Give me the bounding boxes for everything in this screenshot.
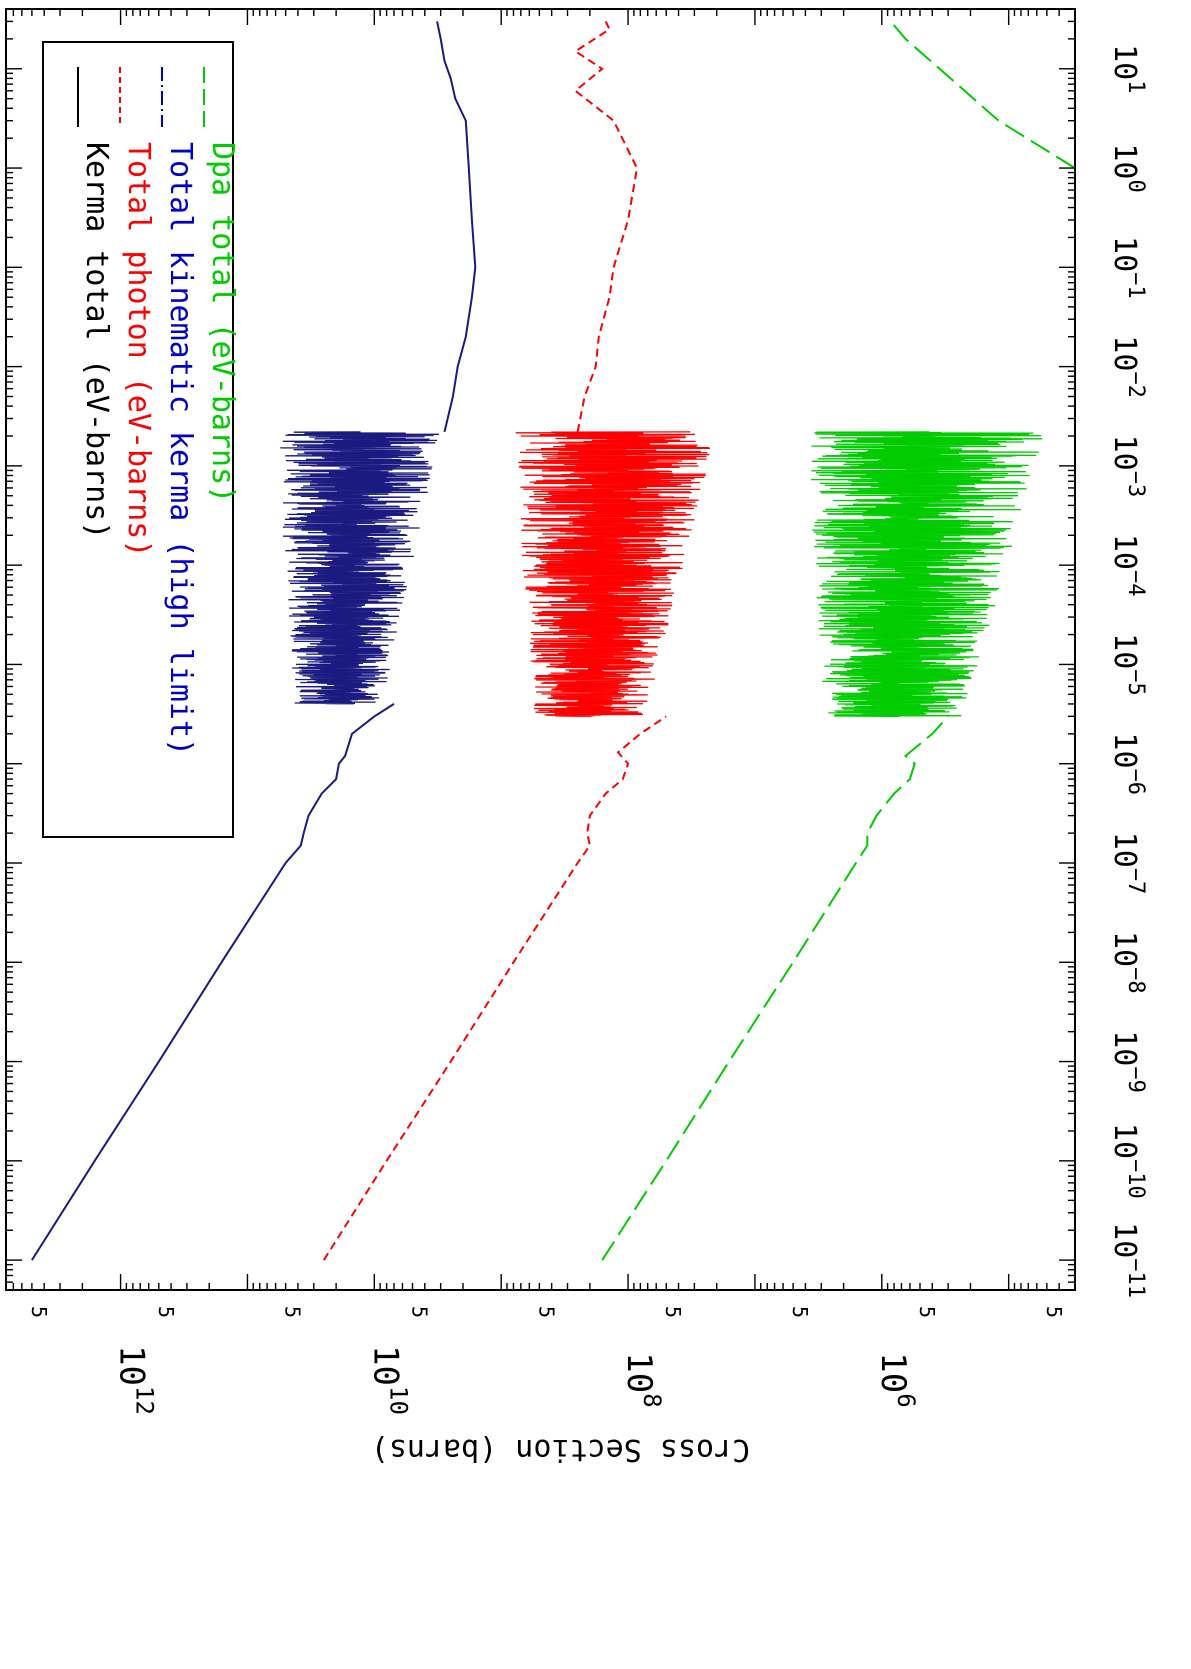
svg-text:5: 5 <box>788 1306 812 1318</box>
svg-text:5: 5 <box>534 1306 558 1318</box>
legend-label: Dpa total (eV-barns) <box>205 142 240 503</box>
svg-text:10−4: 10−4 <box>1107 534 1148 597</box>
x-tick-label: 10−5 <box>1107 633 1148 696</box>
series-tail <box>436 21 477 433</box>
y-minor-label: 5 <box>154 1306 178 1318</box>
svg-text:10−11: 10−11 <box>1107 1222 1148 1298</box>
svg-text:5: 5 <box>661 1306 685 1318</box>
x-tick-label: 101 <box>1107 44 1148 93</box>
x-tick-label: 10−3 <box>1107 435 1148 498</box>
svg-text:10−8: 10−8 <box>1107 931 1148 994</box>
series-line <box>31 703 395 1261</box>
legend: Kerma total (eV-barns) Total photon (eV-b… <box>42 41 240 838</box>
y-minor-label: 5 <box>915 1306 939 1318</box>
svg-text:108: 108 <box>619 1352 666 1407</box>
x-tick-label: 100 <box>1107 143 1148 192</box>
series-0 <box>31 21 477 1261</box>
y-tick-label: 108 <box>619 1352 666 1407</box>
legend-label: Total kinematic kerma (high limit) <box>163 142 198 756</box>
svg-text:5: 5 <box>1042 1306 1066 1318</box>
x-tick-label: 10−4 <box>1107 534 1148 597</box>
svg-text:10−2: 10−2 <box>1107 335 1148 398</box>
series-tail <box>573 20 639 433</box>
svg-text:10−7: 10−7 <box>1107 832 1148 895</box>
legend-label: Kerma total (eV-barns) <box>79 142 114 539</box>
y-minor-label: 5 <box>1042 1306 1066 1318</box>
legend-box <box>42 41 234 838</box>
series-line <box>322 715 667 1261</box>
series-tail <box>889 20 1075 169</box>
series-line <box>601 715 949 1261</box>
y-minor-label: 5 <box>27 1306 51 1318</box>
svg-text:1010: 1010 <box>365 1345 412 1415</box>
svg-text:5: 5 <box>408 1306 432 1318</box>
series-resonances <box>280 431 439 705</box>
svg-text:5: 5 <box>27 1306 51 1318</box>
svg-text:5: 5 <box>915 1306 939 1318</box>
series-resonances <box>515 431 711 718</box>
svg-text:10−3: 10−3 <box>1107 435 1148 498</box>
y-tick-label: 1012 <box>112 1345 159 1415</box>
tick-layer <box>5 8 1076 1291</box>
y-tick-label: 1010 <box>365 1345 412 1415</box>
x-tick-label: 10−2 <box>1107 335 1148 398</box>
svg-text:5: 5 <box>281 1306 305 1318</box>
plot-border <box>5 8 1076 1291</box>
x-tick-label: 10−6 <box>1107 732 1148 795</box>
legend-label: Total photon (eV-barns) <box>121 142 156 557</box>
svg-text:10−10: 10−10 <box>1107 1123 1148 1199</box>
series-2 <box>601 20 1075 1261</box>
svg-text:1012: 1012 <box>112 1345 159 1415</box>
svg-text:100: 100 <box>1107 143 1148 192</box>
x-tick-label: 10−9 <box>1107 1030 1148 1093</box>
x-tick-label: 10−11 <box>1107 1222 1148 1298</box>
series-layer <box>31 20 1075 1261</box>
y-minor-label: 5 <box>408 1306 432 1318</box>
svg-text:106: 106 <box>873 1352 920 1407</box>
y-minor-label: 5 <box>788 1306 812 1318</box>
svg-text:10−9: 10−9 <box>1107 1030 1148 1093</box>
x-tick-label: 10−1 <box>1107 236 1148 299</box>
series-resonances <box>811 431 1043 718</box>
y-tick-label: 106 <box>873 1352 920 1407</box>
svg-text:101: 101 <box>1107 44 1148 93</box>
y-minor-label: 5 <box>534 1306 558 1318</box>
x-tick-label: 10−10 <box>1107 1123 1148 1199</box>
series-1 <box>322 20 711 1261</box>
tick-labels: 10−11 10−10 10−9 10−8 10−7 10−6 10−5 10−4 10−3 10… <box>27 44 1148 1415</box>
svg-text:5: 5 <box>154 1306 178 1318</box>
svg-text:10−5: 10−5 <box>1107 633 1148 696</box>
x-tick-label: 10−7 <box>1107 832 1148 895</box>
y-axis-title: Cross Section (barns) <box>371 1432 750 1467</box>
svg-text:10−1: 10−1 <box>1107 236 1148 299</box>
x-tick-label: 10−8 <box>1107 931 1148 994</box>
y-minor-label: 5 <box>661 1306 685 1318</box>
plot-frame <box>5 8 1076 1291</box>
y-minor-label: 5 <box>281 1306 305 1318</box>
svg-text:10−6: 10−6 <box>1107 732 1148 795</box>
